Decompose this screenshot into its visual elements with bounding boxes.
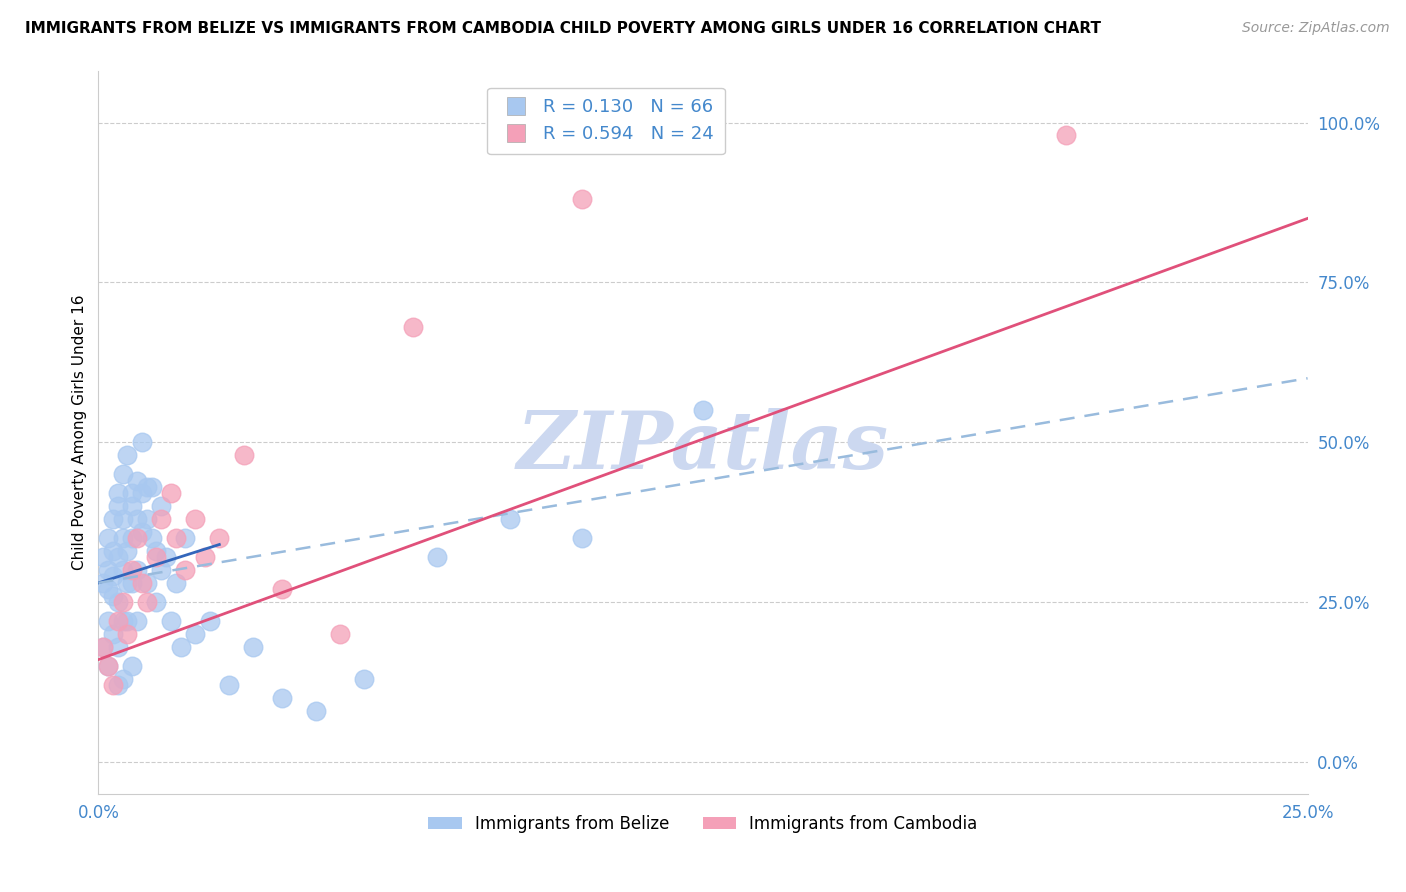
Point [117, 448, 139, 462]
Point [121, 563, 143, 577]
Point [145, 544, 167, 558]
Point [131, 575, 153, 590]
Point [101, 627, 124, 641]
Point [97, 563, 120, 577]
Point [107, 486, 129, 500]
Point [97, 659, 120, 673]
Point [329, 627, 352, 641]
Point [127, 614, 149, 628]
Point [97, 531, 120, 545]
Point [1054, 128, 1077, 143]
Point [107, 678, 129, 692]
Point [111, 467, 134, 482]
Point [218, 678, 240, 692]
Point [402, 320, 425, 334]
Point [145, 550, 167, 565]
Y-axis label: Child Poverty Among Girls Under 16: Child Poverty Among Girls Under 16 [72, 295, 87, 570]
Point [107, 614, 129, 628]
Point [242, 640, 264, 654]
Point [174, 563, 197, 577]
Point [101, 544, 124, 558]
Point [117, 627, 139, 641]
Point [97, 582, 120, 597]
Point [208, 531, 231, 545]
Point [135, 575, 157, 590]
Text: ZIPatlas: ZIPatlas [517, 409, 889, 486]
Point [150, 512, 173, 526]
Point [121, 486, 143, 500]
Point [232, 448, 254, 462]
Point [353, 672, 375, 686]
Point [127, 563, 149, 577]
Point [101, 589, 124, 603]
Point [141, 480, 163, 494]
Legend: Immigrants from Belize, Immigrants from Cambodia: Immigrants from Belize, Immigrants from … [422, 808, 984, 839]
Point [97, 659, 120, 673]
Point [498, 512, 520, 526]
Point [194, 550, 217, 565]
Point [165, 575, 187, 590]
Point [107, 550, 129, 565]
Point [111, 614, 134, 628]
Point [135, 480, 157, 494]
Point [91, 640, 114, 654]
Point [111, 563, 134, 577]
Text: Source: ZipAtlas.com: Source: ZipAtlas.com [1241, 21, 1389, 36]
Point [184, 512, 207, 526]
Point [135, 595, 157, 609]
Text: IMMIGRANTS FROM BELIZE VS IMMIGRANTS FROM CAMBODIA CHILD POVERTY AMONG GIRLS UND: IMMIGRANTS FROM BELIZE VS IMMIGRANTS FRO… [25, 21, 1101, 37]
Point [305, 704, 328, 718]
Point [91, 550, 114, 565]
Point [111, 672, 134, 686]
Point [107, 499, 129, 513]
Point [169, 640, 191, 654]
Point [426, 550, 449, 565]
Point [271, 690, 294, 705]
Point [117, 575, 139, 590]
Point [101, 678, 124, 692]
Point [111, 512, 134, 526]
Point [155, 550, 177, 565]
Point [174, 531, 197, 545]
Point [131, 486, 153, 500]
Point [127, 474, 149, 488]
Point [127, 531, 149, 545]
Point [135, 512, 157, 526]
Point [121, 531, 143, 545]
Point [145, 595, 167, 609]
Point [91, 640, 114, 654]
Point [121, 575, 143, 590]
Point [198, 614, 221, 628]
Point [160, 614, 183, 628]
Point [184, 627, 207, 641]
Point [121, 499, 143, 513]
Point [117, 544, 139, 558]
Point [571, 192, 593, 206]
Point [160, 486, 183, 500]
Point [692, 403, 714, 417]
Point [101, 569, 124, 583]
Point [150, 499, 173, 513]
Point [271, 582, 294, 597]
Point [101, 512, 124, 526]
Point [131, 524, 153, 539]
Point [131, 435, 153, 450]
Point [150, 563, 173, 577]
Point [107, 595, 129, 609]
Point [111, 595, 134, 609]
Point [121, 659, 143, 673]
Point [141, 531, 163, 545]
Point [117, 614, 139, 628]
Point [91, 575, 114, 590]
Point [571, 531, 593, 545]
Point [97, 614, 120, 628]
Point [111, 531, 134, 545]
Point [127, 512, 149, 526]
Point [107, 640, 129, 654]
Point [165, 531, 187, 545]
